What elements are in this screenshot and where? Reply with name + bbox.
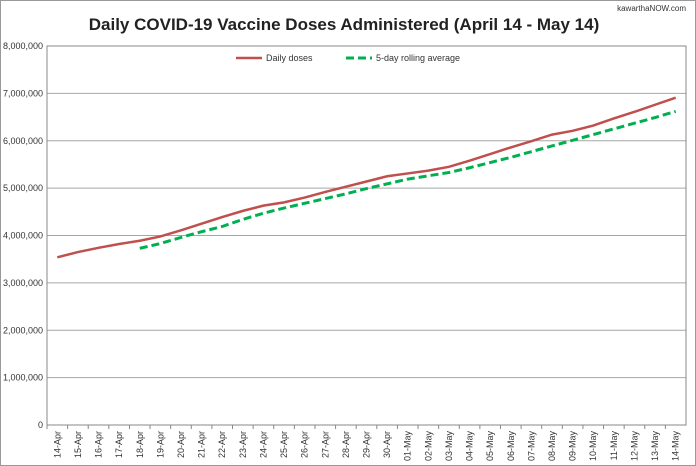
x-tick-label: 10-May [588, 431, 598, 462]
chart-title: Daily COVID-19 Vaccine Doses Administere… [89, 15, 600, 34]
x-tick-label: 21-Apr [197, 431, 207, 458]
y-tick-label: 8,000,000 [3, 41, 43, 51]
x-tick-label: 22-Apr [217, 431, 227, 458]
series-line [56, 96, 677, 259]
x-tick-label: 28-Apr [341, 431, 351, 458]
x-tick-label: 06-May [506, 431, 516, 462]
x-tick-label: 14-May [671, 431, 681, 462]
x-tick-label: 29-Apr [362, 431, 372, 458]
x-tick-label: 01-May [403, 431, 413, 462]
x-tick-label: 04-May [465, 431, 475, 462]
x-tick-label: 13-May [650, 431, 660, 462]
x-tick-label: 07-May [526, 431, 536, 462]
y-tick-label: 6,000,000 [3, 136, 43, 146]
x-tick-label: 05-May [485, 431, 495, 462]
x-tick-label: 25-Apr [279, 431, 289, 458]
y-tick-label: 7,000,000 [3, 88, 43, 98]
x-tick-label: 08-May [547, 431, 557, 462]
x-tick-label: 24-Apr [258, 431, 268, 458]
x-tick-label: 15-Apr [73, 431, 83, 458]
x-tick-label: 11-May [609, 431, 619, 461]
x-tick-label: 12-May [629, 431, 639, 462]
y-tick-label: 4,000,000 [3, 231, 43, 241]
x-tick-label: 03-May [444, 431, 454, 462]
y-tick-label: 5,000,000 [3, 183, 43, 193]
y-tick-label: 1,000,000 [3, 373, 43, 383]
y-tick-label: 0 [38, 420, 43, 430]
legend-label: 5-day rolling average [376, 53, 460, 63]
x-tick-label: 09-May [568, 431, 578, 462]
series-line [139, 109, 677, 250]
x-tick-label: 02-May [423, 431, 433, 462]
x-tick-label: 17-Apr [114, 431, 124, 458]
x-tick-label: 18-Apr [135, 431, 145, 458]
plot-frame [46, 45, 687, 426]
legend-label: Daily doses [266, 53, 313, 63]
x-tick-label: 14-Apr [52, 431, 62, 458]
x-tick-label: 19-Apr [155, 431, 165, 458]
watermark: kawarthaNOW.com [617, 4, 686, 13]
x-tick-label: 23-Apr [238, 431, 248, 458]
x-tick-label: 16-Apr [94, 431, 104, 458]
y-tick-label: 2,000,000 [3, 325, 43, 335]
y-tick-label: 3,000,000 [3, 278, 43, 288]
x-tick-label: 20-Apr [176, 431, 186, 458]
x-tick-label: 30-Apr [382, 431, 392, 458]
x-tick-label: 26-Apr [300, 431, 310, 458]
x-tick-label: 27-Apr [320, 431, 330, 458]
